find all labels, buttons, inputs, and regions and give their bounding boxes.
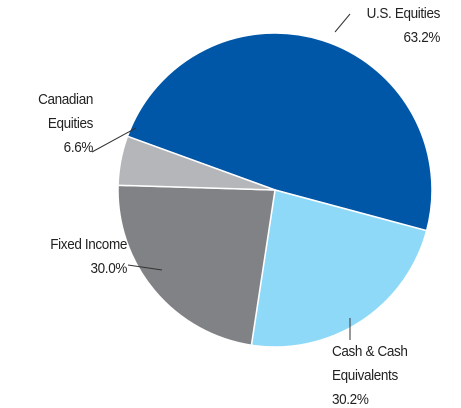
- slice-label: U.S. Equities 63.2%: [350, 2, 441, 50]
- value-label: 63.2%: [403, 29, 441, 46]
- pie-slice: [117, 184, 276, 347]
- category-label: Cash & Cash Equivalents: [332, 343, 408, 384]
- pie-slice: [250, 189, 428, 348]
- value-label: 30.2%: [332, 391, 369, 408]
- leader-line: [334, 13, 351, 33]
- pie-slice: [126, 32, 433, 232]
- leader-line: [127, 264, 163, 271]
- slice-label: Canadian Equities 6.6%: [21, 88, 93, 160]
- value-label: 6.6%: [63, 139, 94, 156]
- slice-label: Cash & Cash Equivalents 30.2%: [332, 340, 436, 408]
- leader-line: [91, 127, 137, 153]
- slice-label: Fixed Income 30.0%: [28, 233, 127, 281]
- category-label: Canadian Equities: [38, 91, 93, 132]
- category-label: U.S. Equities: [366, 5, 441, 22]
- category-label: Fixed Income: [50, 236, 127, 253]
- pie-slice: [117, 135, 276, 191]
- value-label: 30.0%: [90, 260, 128, 277]
